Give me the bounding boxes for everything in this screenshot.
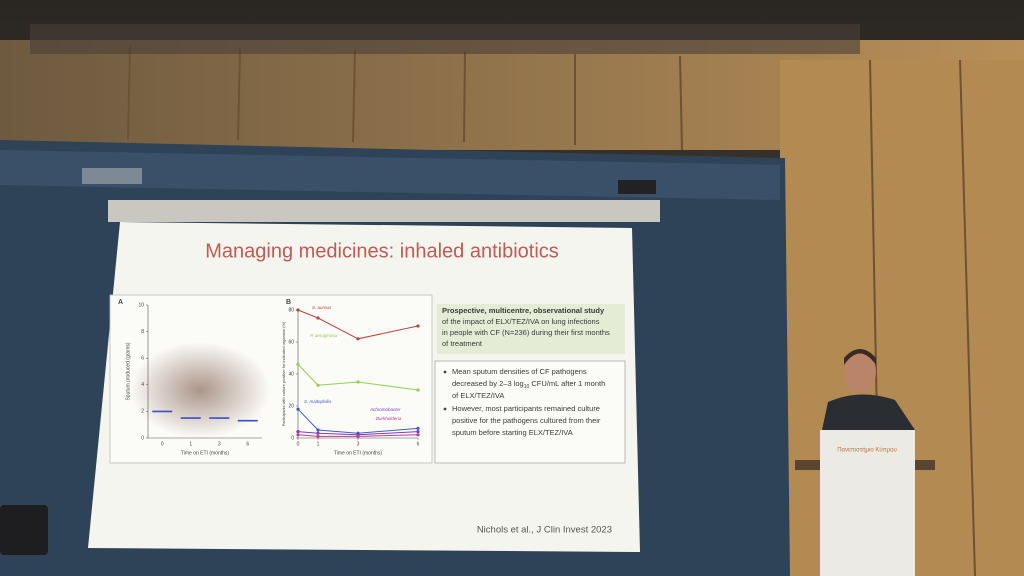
y-axis-label: Sputum produced (grams): [125, 342, 131, 400]
presenter-hair: [844, 349, 876, 365]
y-tick-label: 4: [141, 382, 144, 388]
podium-sign: Πανεπιστήμιο Κύπρου: [837, 447, 897, 454]
data-point: [316, 431, 320, 435]
y-tick-label: 40: [288, 371, 294, 377]
panel-seams: [127, 44, 976, 576]
data-point: [416, 324, 420, 328]
data-point: [316, 383, 320, 387]
series-line: [297, 309, 419, 340]
scatter-cloud: [130, 342, 270, 438]
summary-line: in people with CF (N=236) during their f…: [442, 328, 610, 337]
series-line: [297, 364, 419, 391]
bullet-line: decreased by 2–3 log10 CFU/mL after 1 mo…: [452, 379, 605, 390]
y-tick-label: 2: [141, 409, 144, 415]
bullet-line: sputum before starting ELX/TEZ/IVA: [452, 428, 573, 437]
bullet-box: [434, 360, 626, 464]
x-tick-label: 0: [161, 441, 164, 447]
data-point: [416, 433, 420, 437]
vent-grille: [82, 168, 142, 184]
data-point: [296, 433, 300, 437]
bullet-line: However, most participants remained cult…: [452, 404, 600, 413]
y-tick-label: 8: [141, 329, 144, 335]
data-point: [416, 388, 420, 392]
vent: [30, 24, 860, 54]
summary-line: of the impact of ELX/TEZ/IVA on lung inf…: [442, 317, 600, 326]
x-tick-label: 6: [417, 441, 420, 447]
citation: Nichols et al., J Clin Invest 2023: [477, 525, 612, 536]
data-point: [296, 407, 300, 411]
x-tick-label: 1: [317, 441, 320, 447]
projector-housing: [108, 200, 660, 222]
x-tick-label: 6: [246, 441, 249, 447]
series-label: S. aureus: [312, 305, 332, 310]
presenter-body: [822, 394, 915, 430]
chair: [0, 505, 48, 555]
y-tick-label: 0: [291, 435, 294, 441]
subscript: 10: [524, 384, 530, 390]
series-label: Achromobacter: [369, 407, 401, 412]
panel-label: A: [118, 299, 123, 306]
x-axis-label: Time on ETI (months): [334, 450, 382, 456]
data-point: [356, 380, 360, 384]
podium: [820, 430, 915, 576]
x-tick-label: 0: [297, 441, 300, 447]
summary-lead: Prospective, multicentre, observational …: [442, 306, 605, 315]
y-tick-label: 60: [288, 339, 294, 345]
y-tick-label: 20: [288, 403, 294, 409]
bullet-dot: [443, 370, 447, 374]
series-label: P. aeruginosa: [310, 333, 338, 338]
x-axis-label: Time on ETI (months): [181, 450, 229, 456]
panel-a: A 0 2 4 6 8 10 0 1 3 6 Time on ETI (months) Sputum p…: [118, 299, 262, 456]
bullet-line: of ELX/TEZ/IVA: [452, 391, 504, 400]
bullet-text: decreased by 2–3 log: [452, 379, 524, 388]
data-point: [316, 316, 320, 320]
summary-box: [437, 304, 625, 354]
y-tick-label: 80: [288, 307, 294, 313]
slide-title: Managing medicines: inhaled antibiotics: [205, 240, 559, 262]
panel-label: B: [286, 299, 291, 306]
data-point: [316, 428, 320, 432]
y-tick-label: 0: [141, 435, 144, 441]
y-tick-label: 6: [141, 356, 144, 362]
y-axis-label: Participants with culture positive for i…: [281, 321, 286, 426]
bullet-line: positive for the pathogens cultured from…: [452, 416, 601, 425]
data-point: [416, 426, 420, 430]
data-point: [356, 337, 360, 341]
bullet-line: Mean sputum densities of CF pathogens: [452, 367, 587, 376]
series-label: Burkholderia: [376, 416, 402, 421]
series-line: [297, 434, 419, 437]
data-point: [296, 308, 300, 312]
series-line: [297, 408, 419, 434]
vent-grille: [618, 180, 656, 194]
series-line: [297, 431, 419, 436]
panel-b: B 0 20 40 60 80 0 1 3 6 Time on ETI (months) Partic…: [281, 299, 420, 456]
data-point: [316, 434, 320, 438]
bullet-dot: [443, 407, 447, 411]
data-point: [356, 434, 360, 438]
x-tick-label: 1: [189, 441, 192, 447]
summary-line: of treatment: [442, 339, 483, 348]
presenter-head: [844, 351, 876, 393]
data-point: [296, 362, 300, 366]
bullet-text: CFU/mL after 1 month: [529, 379, 605, 388]
series-label: S. maltophilia: [304, 399, 332, 404]
y-tick-label: 10: [138, 302, 144, 308]
data-point: [416, 430, 420, 434]
x-tick-label: 3: [357, 441, 360, 447]
data-point: [296, 430, 300, 434]
x-tick-label: 3: [218, 441, 221, 447]
screen-ceiling: [0, 150, 780, 200]
